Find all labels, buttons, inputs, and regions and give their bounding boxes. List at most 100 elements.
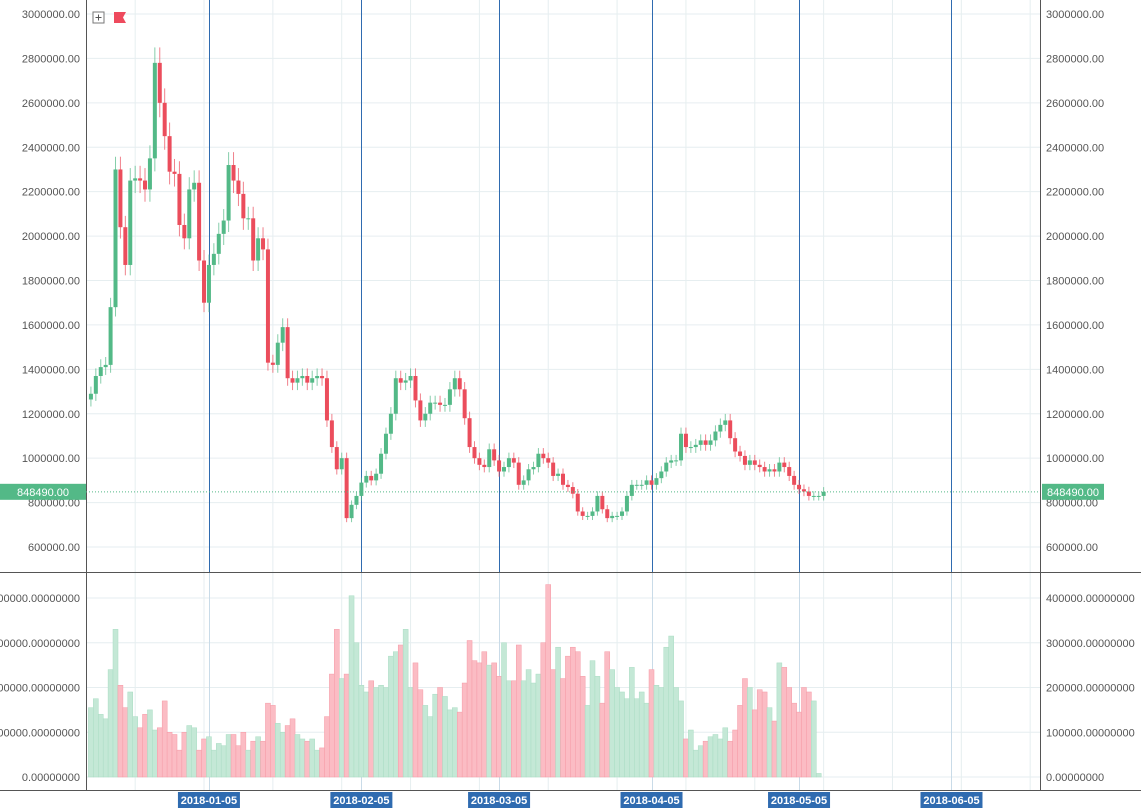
candle bbox=[669, 454, 674, 469]
candle-body bbox=[177, 173, 182, 225]
price-tick-left: 3000000.00 bbox=[22, 9, 80, 21]
candle bbox=[551, 457, 556, 482]
candle-body bbox=[452, 378, 457, 390]
candle-body bbox=[374, 473, 379, 481]
candle-body bbox=[167, 136, 172, 172]
volume-bar bbox=[520, 680, 527, 778]
candle-body bbox=[202, 260, 207, 303]
candle-body bbox=[620, 511, 625, 516]
candle bbox=[305, 368, 310, 391]
volume-bar bbox=[599, 702, 606, 778]
candle-body bbox=[398, 378, 403, 383]
candle bbox=[742, 450, 747, 471]
candle bbox=[88, 386, 93, 407]
candle-body bbox=[615, 515, 620, 517]
candle bbox=[723, 413, 728, 432]
candle bbox=[580, 507, 585, 521]
candle-body bbox=[497, 460, 502, 472]
candle bbox=[536, 448, 541, 473]
candle-body bbox=[320, 375, 325, 379]
candle-body bbox=[423, 413, 428, 421]
x-tick-label: 2018-01-05 bbox=[181, 795, 237, 807]
volume-bar bbox=[752, 709, 758, 778]
volume-bar bbox=[506, 680, 512, 778]
candle bbox=[531, 461, 536, 475]
candle-body bbox=[364, 475, 369, 483]
candle-body bbox=[447, 389, 452, 405]
candle bbox=[595, 491, 600, 516]
candle-body bbox=[605, 509, 610, 519]
price-tick-right: 2200000.00 bbox=[1046, 187, 1104, 199]
candle bbox=[241, 181, 246, 230]
candle-body bbox=[501, 467, 506, 472]
candle bbox=[620, 507, 625, 521]
candle-body bbox=[526, 469, 531, 481]
candle-body bbox=[772, 469, 777, 472]
candle-body bbox=[516, 462, 521, 485]
chart-toolbar[interactable] bbox=[92, 11, 126, 24]
candle-body bbox=[310, 378, 315, 383]
candle bbox=[202, 250, 207, 313]
candle-body bbox=[511, 458, 516, 463]
volume-bar bbox=[707, 736, 714, 778]
candle bbox=[693, 438, 698, 453]
candle bbox=[639, 479, 644, 490]
candle bbox=[285, 318, 290, 386]
candle bbox=[801, 484, 806, 497]
volume-bar bbox=[117, 685, 124, 778]
candle bbox=[433, 395, 438, 410]
candle bbox=[339, 452, 344, 475]
volume-bars bbox=[88, 584, 822, 778]
candle-body bbox=[821, 491, 826, 496]
volume-bar bbox=[609, 669, 615, 778]
candle bbox=[128, 168, 133, 276]
volume-bar bbox=[791, 702, 797, 778]
volume-bar bbox=[260, 740, 266, 778]
candle-body bbox=[797, 484, 802, 490]
volume-bar bbox=[93, 698, 99, 778]
volume-bar bbox=[653, 685, 660, 778]
volume-bar bbox=[338, 678, 345, 778]
volume-bar bbox=[447, 709, 453, 778]
candle bbox=[177, 161, 182, 237]
candle-body bbox=[742, 455, 747, 465]
price-tick-right: 1000000.00 bbox=[1046, 453, 1104, 465]
candle bbox=[418, 393, 423, 427]
volume-bar bbox=[402, 629, 409, 778]
candle bbox=[457, 370, 462, 397]
candle bbox=[403, 372, 408, 391]
volume-bar bbox=[638, 691, 645, 778]
volume-bar bbox=[206, 736, 212, 778]
candle-body bbox=[388, 413, 393, 434]
volume-bar bbox=[461, 682, 468, 778]
candle-body bbox=[703, 440, 708, 445]
volume-bar bbox=[211, 749, 217, 778]
price-tick-right: 1800000.00 bbox=[1046, 276, 1104, 288]
candle bbox=[733, 432, 738, 458]
volume-bar bbox=[634, 698, 640, 778]
candle bbox=[674, 454, 679, 466]
volume-bar bbox=[629, 667, 635, 778]
candle-body bbox=[644, 480, 649, 485]
candle bbox=[811, 491, 816, 501]
volume-bar bbox=[486, 664, 492, 778]
volume-bar bbox=[407, 687, 414, 778]
candle-body bbox=[152, 62, 157, 159]
candle bbox=[664, 457, 669, 477]
candle bbox=[787, 461, 792, 482]
candle-body bbox=[477, 458, 482, 465]
volume-bar bbox=[550, 669, 556, 778]
candle-body bbox=[506, 458, 511, 468]
candle bbox=[152, 47, 157, 172]
candle-body bbox=[349, 504, 354, 519]
candle bbox=[516, 457, 521, 490]
candle-body bbox=[531, 467, 536, 470]
flag-icon[interactable] bbox=[114, 12, 126, 23]
candle-body bbox=[462, 389, 467, 419]
candle bbox=[546, 452, 551, 469]
x-tick-label: 2018-02-05 bbox=[333, 795, 389, 807]
volume-bar bbox=[501, 642, 507, 778]
candle bbox=[354, 491, 359, 510]
plus-square-icon[interactable] bbox=[92, 11, 105, 24]
candle-body bbox=[251, 218, 256, 261]
